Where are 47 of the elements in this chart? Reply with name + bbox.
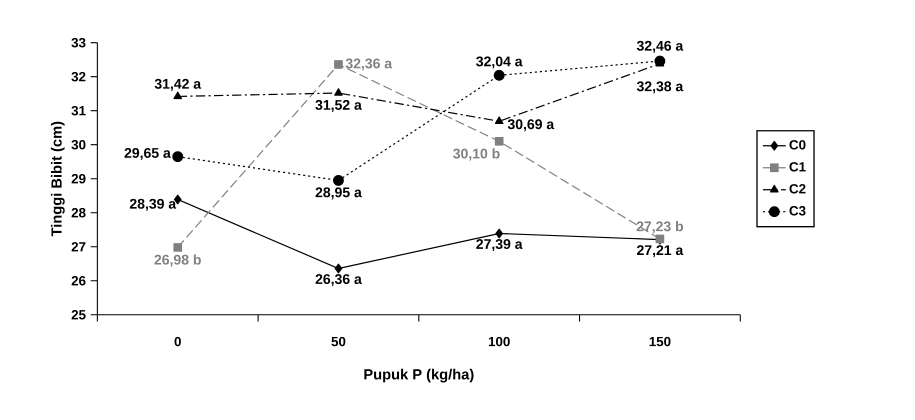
data-label: 32,46 a xyxy=(636,40,684,53)
point xyxy=(495,228,503,238)
point xyxy=(494,116,504,124)
data-label: 32,38 a xyxy=(636,81,684,94)
x-tick-label: 100 xyxy=(488,336,510,346)
point xyxy=(173,243,182,252)
point xyxy=(172,151,184,162)
y-tick-label: 31 xyxy=(71,106,86,116)
point xyxy=(334,88,343,96)
data-label: 27,21 a xyxy=(637,245,684,258)
x-tick-label: 0 xyxy=(174,336,181,346)
data-label: 31,52 a xyxy=(315,100,362,112)
legend-label: C3 xyxy=(790,206,806,216)
y-tick-label: 26 xyxy=(72,276,86,286)
data-label: 32,36 a xyxy=(346,58,392,70)
y-tick-label: 29 xyxy=(72,174,86,184)
data-label: 27,23 b xyxy=(636,220,684,234)
point xyxy=(494,136,504,146)
y-tick-label: 28 xyxy=(72,208,86,218)
legend-label: C1 xyxy=(790,162,806,172)
point xyxy=(334,60,343,69)
data-label: 26,36 a xyxy=(316,274,362,286)
data-label: 26,98 b xyxy=(154,254,201,267)
y-axis-title: Tinggi Bibit (cm) xyxy=(50,122,65,236)
y-tick-label: 25 xyxy=(72,310,86,320)
data-label: 28,95 a xyxy=(316,187,362,200)
point xyxy=(654,56,666,66)
x-tick-label: 50 xyxy=(331,336,346,346)
data-label: 30,69 a xyxy=(508,119,554,132)
x-axis-title: Pupuk P (kg/ha) xyxy=(364,368,474,382)
data-label: 30,10 b xyxy=(453,148,500,161)
legend-label: C0 xyxy=(790,140,806,150)
point xyxy=(334,264,342,274)
point xyxy=(494,70,505,81)
y-tick-label: 30 xyxy=(71,140,86,150)
data-label: 32,04 a xyxy=(476,56,523,68)
y-tick-label: 32 xyxy=(71,72,86,82)
point xyxy=(173,91,182,100)
data-label: 29,65 a xyxy=(124,148,171,160)
data-label: 27,39 a xyxy=(476,239,523,251)
y-tick-label: 27 xyxy=(72,242,86,252)
x-tick-label: 150 xyxy=(650,336,670,346)
data-label: 31,42 a xyxy=(154,78,202,91)
point xyxy=(333,174,344,186)
y-tick-label: 33 xyxy=(71,38,86,48)
data-label: 28,39 a xyxy=(130,198,176,211)
legend-label: C2 xyxy=(790,184,806,194)
